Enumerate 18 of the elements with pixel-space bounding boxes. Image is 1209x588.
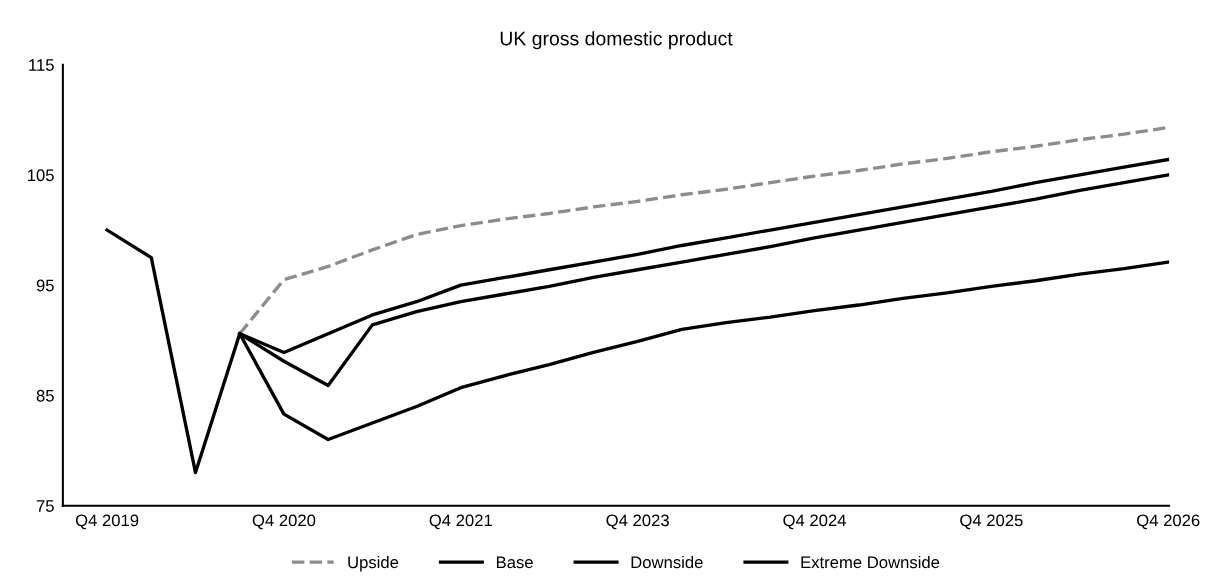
y-tick-label: 95 bbox=[36, 279, 54, 292]
x-tick-label: Q4 2020 bbox=[252, 514, 316, 530]
x-tick-label: Q4 2024 bbox=[783, 514, 846, 530]
legend-label: Extreme Downside bbox=[801, 555, 940, 569]
chart-title: UK gross domestic product bbox=[500, 31, 733, 50]
y-tick-label: 105 bbox=[28, 169, 54, 182]
y-tick-label: 115 bbox=[29, 59, 54, 71]
legend-label: Downside bbox=[631, 555, 703, 569]
x-tick-label: Q4 2023 bbox=[606, 514, 669, 530]
legend-label: Upside bbox=[348, 555, 399, 572]
y-tick-label: 85 bbox=[36, 389, 54, 402]
x-tick-label: Q4 2025 bbox=[960, 514, 1023, 530]
x-tick-label: Q4 2026 bbox=[1137, 514, 1200, 530]
y-tick-label: 75 bbox=[36, 500, 54, 512]
x-tick-label: Q4 2019 bbox=[75, 514, 139, 530]
x-tick-label: Q4 2021 bbox=[429, 514, 492, 530]
line-series bbox=[105, 157, 1170, 475]
legend-label: Base bbox=[496, 556, 533, 569]
